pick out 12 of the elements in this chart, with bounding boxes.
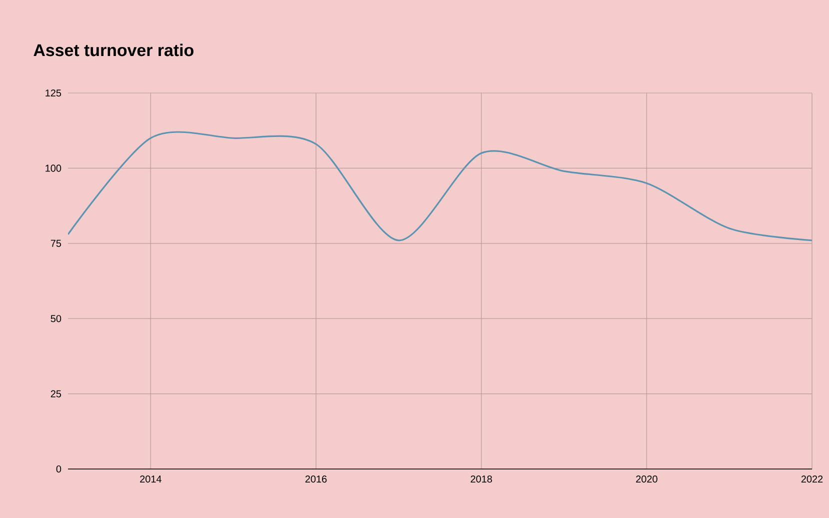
y-tick-label: 25 xyxy=(50,390,62,398)
y-tick-label: 125 xyxy=(46,89,62,97)
y-tick-label: 0 xyxy=(56,465,62,473)
chart-title: Asset turnover ratio xyxy=(34,44,194,56)
x-tick-label: 2018 xyxy=(470,476,492,483)
y-tick-label: 100 xyxy=(46,164,62,172)
y-tick-label: 50 xyxy=(50,315,62,322)
y-tick-label: 75 xyxy=(50,240,62,247)
x-tick-label: 2020 xyxy=(636,476,658,483)
x-tick-label: 2014 xyxy=(140,476,162,483)
x-tick-label: 2016 xyxy=(305,476,327,483)
x-tick-label: 2022 xyxy=(801,476,823,483)
